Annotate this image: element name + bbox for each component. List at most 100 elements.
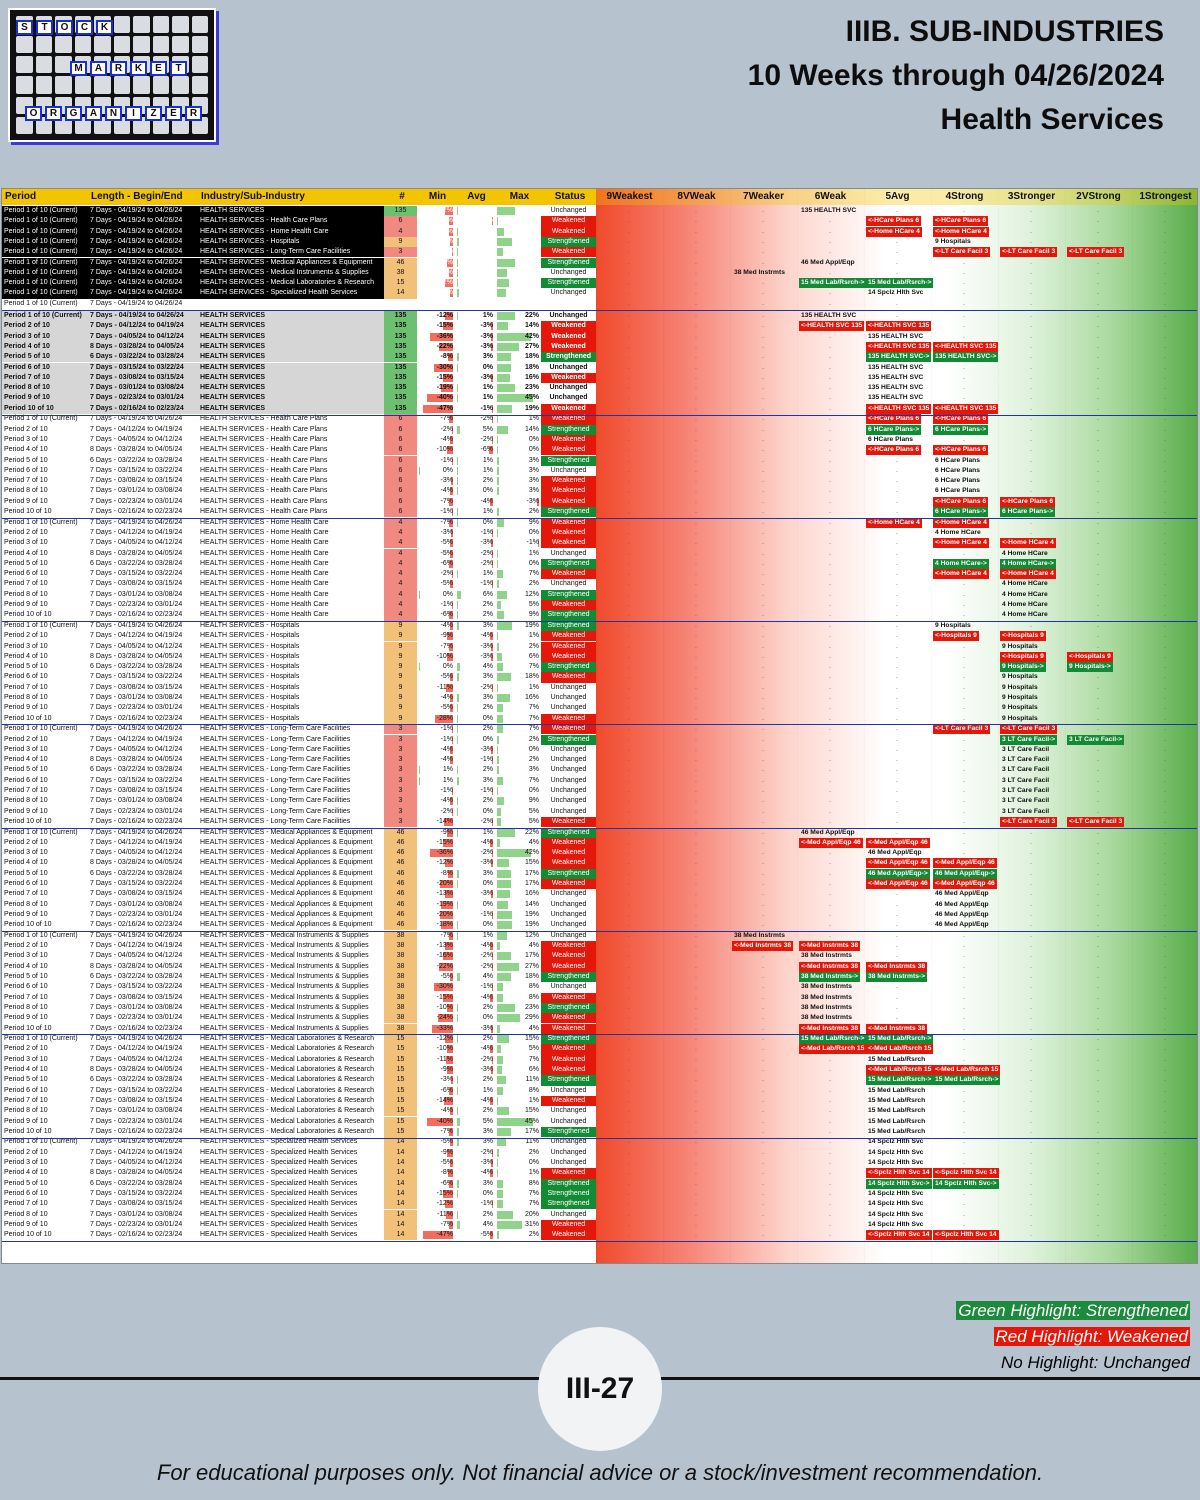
value-bar <box>492 404 493 413</box>
zone-dot: . <box>829 900 831 908</box>
value-text: 19% <box>524 237 539 245</box>
zone-dot: . <box>1097 890 1099 898</box>
zone-dot: . <box>628 1024 630 1032</box>
industry-cell: HEALTH SERVICES - Hospitals <box>200 694 300 701</box>
logo-cell <box>74 36 91 54</box>
zone-dot: . <box>896 289 898 297</box>
count-cell: 4 <box>384 538 417 549</box>
rank-label: 6 HCare Plans <box>935 456 980 464</box>
status-cell: Weakened <box>541 527 596 539</box>
zone-column <box>931 189 998 1263</box>
avg-cell: -4% <box>455 838 495 848</box>
zone-dot: . <box>829 673 831 681</box>
status-cell: Unchanged <box>541 982 596 993</box>
value-text: 45% <box>524 394 539 402</box>
length-cell: 7 Days - 04/19/24 to 04/26/24 <box>90 248 183 256</box>
value-text: 18% <box>524 353 539 361</box>
length-cell: 7 Days - 04/05/24 to 04/12/24 <box>90 849 183 857</box>
rank-label: <-Med Instrmts 38 <box>732 941 794 952</box>
zone-dot: . <box>1030 312 1032 319</box>
max-cell: 15% <box>495 858 541 868</box>
value-bar <box>449 549 453 558</box>
zone-dot: . <box>963 931 965 939</box>
zone-dot: . <box>1030 621 1032 629</box>
min-cell: -7% <box>417 931 455 941</box>
zone-dot: . <box>963 289 965 297</box>
zone-dot: . <box>829 425 831 433</box>
length-cell: 7 Days - 04/12/24 to 04/19/24 <box>90 1148 183 1156</box>
zone-dot: . <box>695 446 697 454</box>
zone-dot: . <box>762 1096 764 1104</box>
industry-cell: HEALTH SERVICES <box>200 207 265 214</box>
value-text: -1% <box>480 983 493 991</box>
zone-dot: . <box>896 248 898 256</box>
zone-dot: . <box>1097 1003 1099 1011</box>
zone-dot: . <box>628 570 630 578</box>
value-text: 3% <box>482 237 493 245</box>
rank-label: 4 Home HCare <box>1002 590 1048 598</box>
zone-dot: . <box>829 539 831 547</box>
rank-label: <-HCare Plans 6 <box>933 414 989 425</box>
zone-dot: . <box>695 289 697 297</box>
value-bar <box>450 694 453 702</box>
period-cell: Period 4 of 10 <box>4 1169 48 1177</box>
status-cell: Weakened <box>541 1065 596 1076</box>
table-row: Period 7 of 10 7 Days - 03/08/24 to 03/15… <box>2 1095 596 1107</box>
zone-dot: . <box>628 931 630 939</box>
zone-dot: . <box>896 601 898 608</box>
zone-dot: . <box>829 1014 831 1022</box>
zone-dot: . <box>762 683 764 691</box>
value-bar <box>443 838 453 847</box>
zone-dot: . <box>1030 1086 1032 1094</box>
count-cell: 14 <box>384 1199 417 1210</box>
length-cell: 7 Days - 02/23/24 to 03/01/24 <box>90 497 183 505</box>
count-cell: 4 <box>384 600 417 611</box>
value-text: -40% <box>436 394 453 402</box>
max-cell: 8% <box>495 1179 541 1189</box>
zone-dot: . <box>1164 993 1166 1001</box>
max-cell: -1% <box>495 538 541 548</box>
value-text: 2% <box>482 1210 493 1218</box>
zone-dot: . <box>695 1138 697 1146</box>
industry-cell: HEALTH SERVICES - Health Care Plans <box>200 415 328 423</box>
zone-dot: . <box>963 1014 965 1022</box>
rank-label: 46 Med Appl/Eqp <box>935 900 989 908</box>
zone-dot: . <box>963 456 965 464</box>
min-cell: -15% <box>417 993 455 1003</box>
industry-cell: HEALTH SERVICES - Hospitals <box>200 652 300 660</box>
min-cell: -7% <box>417 268 455 278</box>
period-cell: Period 4 of 10 <box>4 652 48 660</box>
value-text: -15% <box>436 838 453 846</box>
period-cell: Period 2 of 10 <box>4 1045 48 1053</box>
zone-dot: . <box>1097 776 1099 784</box>
value-text: -1% <box>480 528 493 536</box>
zone-dot: . <box>1097 590 1099 598</box>
zone-dot: . <box>896 312 898 319</box>
column-header: 9Weakest <box>606 191 653 202</box>
zone-dot: . <box>1030 797 1032 805</box>
min-cell: -15% <box>417 838 455 848</box>
value-bar <box>449 580 453 589</box>
logo-letter: O <box>25 106 42 121</box>
zone-dot: . <box>1164 1003 1166 1011</box>
zone-dot: . <box>695 456 697 464</box>
status-cell: Unchanged <box>541 1116 596 1127</box>
status-cell: Unchanged <box>541 786 596 797</box>
rank-label: 38 Med Instrmts <box>801 952 852 960</box>
length-cell: 8 Days - 03/28/24 to 04/05/24 <box>90 1066 183 1073</box>
zone-dot: . <box>628 652 630 660</box>
period-cell: Period 2 of 10 <box>4 838 48 846</box>
column-header: Period <box>2 189 88 205</box>
rank-label: <-Med Appl/Eqp 46 <box>866 858 930 869</box>
industry-cell: HEALTH SERVICES - Medical Laboratories &… <box>200 1055 375 1063</box>
zone-dot: . <box>1164 508 1166 515</box>
zone-dot: . <box>829 714 831 722</box>
zone-dot: . <box>1164 456 1166 464</box>
table-row: Period 5 of 10 6 Days - 03/22/24 to 03/28… <box>2 1075 596 1086</box>
value-text: -12% <box>436 279 453 287</box>
value-text: 0% <box>482 227 493 235</box>
zone-dot: . <box>1164 828 1166 836</box>
zone-dot: . <box>762 983 764 991</box>
rank-label: 14 Spclz Hlth Svc <box>868 1159 924 1166</box>
